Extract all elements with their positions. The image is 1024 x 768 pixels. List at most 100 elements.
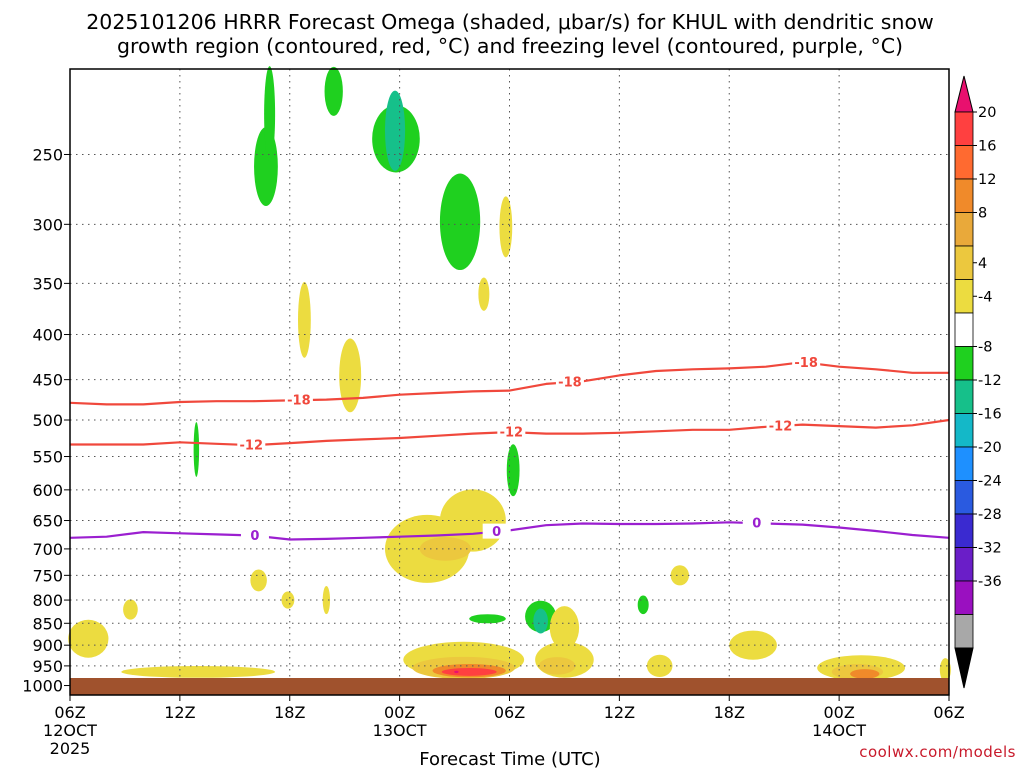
contour-label-dgz-18-2: -18 (794, 356, 818, 371)
contour-label-freezing-0-0: 0 (250, 529, 259, 544)
x-axis-label: Forecast Time (UTC) (419, 749, 600, 768)
omega-region-15 (250, 569, 267, 592)
omega-region-21 (469, 614, 506, 624)
y-tick-label-500: 500 (32, 411, 63, 430)
x-tick-label-4-0: 06Z (494, 703, 525, 722)
omega-region-10 (193, 422, 200, 477)
colorbar-label-4: 4 (978, 256, 987, 272)
x-tick-label-0-2: 2025 (50, 739, 91, 758)
omega-region-25 (68, 619, 109, 658)
colorbar-label-5: -4 (978, 289, 992, 305)
omega-region-17 (322, 585, 331, 615)
omega-region-33 (121, 665, 276, 678)
y-tick-label-800: 800 (32, 591, 63, 610)
y-tick-label-450: 450 (32, 371, 63, 390)
colorbar-label-7: -12 (978, 373, 1002, 389)
chart-title-line1: 2025101206 HRRR Forecast Omega (shaded, … (86, 10, 934, 34)
colorbar-segment-5 (954, 279, 974, 314)
contour-label-dgz-12-1: -12 (500, 426, 524, 441)
y-tick-label-550: 550 (32, 448, 63, 467)
credit-text: coolwx.com/models (859, 743, 1016, 761)
x-tick-label-0-1: 12OCT (43, 721, 97, 740)
y-tick-label-350: 350 (32, 274, 63, 293)
colorbar-label-6: -8 (978, 340, 992, 356)
colorbar-bottom-triangle (954, 647, 974, 689)
omega-region-29 (441, 667, 497, 676)
omega-region-8 (297, 282, 311, 358)
colorbar-segment-9 (954, 413, 974, 448)
contour-label-dgz-12-0: -12 (240, 439, 264, 454)
omega-region-9 (339, 338, 362, 413)
contour-label-bg-dgz-12-2 (766, 417, 795, 433)
contour-label-bg-freezing-0-0 (240, 527, 269, 543)
contour-label-bg-dgz-18-2 (792, 354, 821, 370)
colorbar-segment-3 (954, 212, 974, 247)
colorbar-label-10: -24 (978, 474, 1002, 490)
colorbar-label-9: -20 (978, 440, 1002, 456)
x-tick-label-0-0: 06Z (54, 703, 85, 722)
omega-region-6 (499, 196, 513, 258)
omega-region-23 (533, 608, 548, 634)
omega-region-11 (506, 444, 520, 497)
contour-label-bg-dgz-18-0 (284, 392, 313, 408)
contour-label-bg-dgz-12-0 (237, 437, 266, 453)
contour-label-bg-dgz-12-1 (497, 424, 526, 440)
contour-label-freezing-0-2: 0 (752, 517, 761, 532)
omega-region-7 (478, 277, 490, 311)
colorbar-top-triangle (954, 75, 974, 113)
colorbar: 20 16 12 8 4 -4 -8 -12 -16 -20 -24 -28 -32 -36 (954, 75, 1002, 689)
contour-label-bg-freezing-0-2 (742, 515, 771, 531)
colorbar-segment-11 (954, 480, 974, 515)
y-tick-label-750: 750 (32, 566, 63, 585)
omega-region-38 (850, 669, 880, 679)
colorbar-label-1: 16 (978, 139, 996, 155)
chart-title-line2: growth region (contoured, red, °C) and f… (117, 34, 903, 58)
y-tick-label-400: 400 (32, 326, 63, 345)
colorbar-segment-8 (954, 379, 974, 414)
omega-region-24 (549, 606, 580, 650)
colorbar-segment-2 (954, 178, 974, 213)
colorbar-segment-13 (954, 547, 974, 582)
y-tick-label-650: 650 (32, 512, 63, 531)
omega-region-19 (670, 565, 689, 586)
colorbar-label-12: -32 (978, 541, 1002, 557)
colorbar-segment-12 (954, 513, 974, 548)
colorbar-label-11: -28 (978, 507, 1002, 523)
omega-region-35 (729, 630, 777, 660)
contour-label-freezing-0-1: 0 (492, 525, 501, 540)
colorbar-segment-1 (954, 145, 974, 180)
terrain-surface (70, 678, 949, 695)
omega-region-34 (646, 654, 673, 678)
omega-region-14 (419, 537, 472, 561)
omega-region-18 (123, 599, 138, 620)
omega-region-16 (281, 591, 295, 609)
y-axis-ticks: 250 300 350 400 450 500 550 600 650 700 750 800 850 9… (22, 145, 70, 696)
contour-label-bg-dgz-18-1 (555, 374, 584, 390)
x-tick-label-7-0: 00Z (823, 703, 854, 722)
omega-region-39 (939, 658, 951, 682)
x-tick-label-6-0: 18Z (714, 703, 745, 722)
contour-label-bg-freezing-0-1 (482, 523, 511, 539)
contour-label-dgz-18-1: -18 (558, 376, 582, 391)
colorbar-segment-4 (954, 245, 974, 280)
y-tick-label-250: 250 (32, 145, 63, 164)
colorbar-label-13: -36 (978, 574, 1002, 590)
colorbar-label-2: 12 (978, 172, 996, 188)
plot-area: -18 -18 -18 -12 -12 -12 0 0 0 (68, 66, 951, 696)
colorbar-segment-14 (954, 580, 974, 615)
colorbar-segment-6 (954, 312, 974, 347)
contour-label-dgz-12-2: -12 (769, 419, 793, 434)
colorbar-label-3: 8 (978, 206, 987, 222)
y-tick-label-300: 300 (32, 215, 63, 234)
contours: -18 -18 -18 -12 -12 -12 0 0 0 (69, 354, 950, 544)
colorbar-segment-10 (954, 446, 974, 481)
omega-region-4 (384, 90, 406, 171)
y-tick-label-900: 900 (32, 636, 63, 655)
x-tick-label-1-0: 12Z (164, 703, 195, 722)
omega-region-20 (637, 595, 649, 615)
x-tick-label-3-1: 13OCT (373, 721, 427, 740)
omega-region-30 (454, 670, 459, 674)
y-tick-label-600: 600 (32, 481, 63, 500)
